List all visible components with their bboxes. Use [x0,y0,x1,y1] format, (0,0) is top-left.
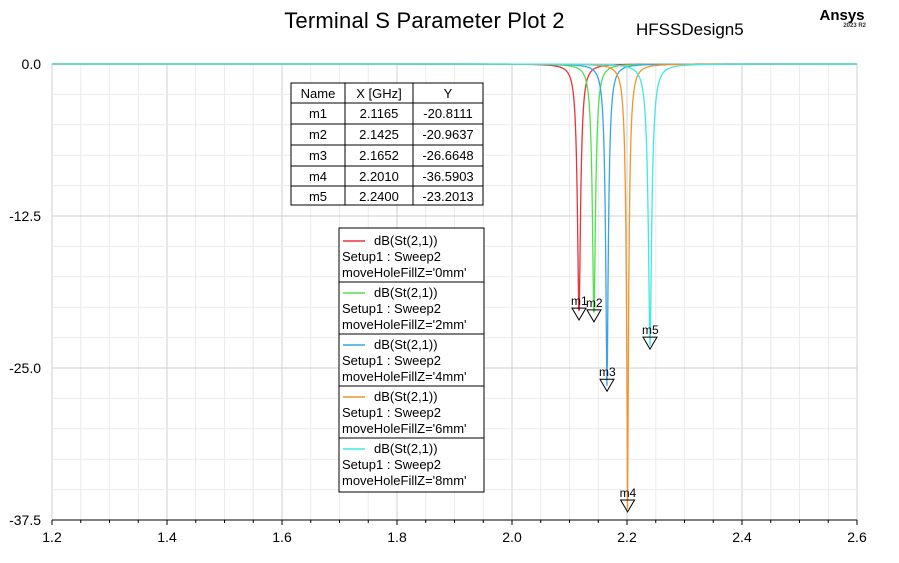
marker-table-cell: -23.2013 [422,189,473,204]
marker-m4-label: m4 [620,486,637,500]
marker-table-cell: m1 [309,106,327,121]
legend-param: moveHoleFillZ='6mm' [342,421,467,436]
legend-series-name: dB(St(2,1)) [374,389,438,404]
marker-table-cell: -36.5903 [422,169,473,184]
x-tick-label: 2.4 [732,529,752,545]
ansys-logo: Ansys 2023 R2 [812,7,872,29]
brand-name: Ansys [819,7,865,24]
legend-param: moveHoleFillZ='2mm' [342,317,467,332]
chart-title: Terminal S Parameter Plot 2 [0,8,899,34]
marker-table-header: Name [301,86,336,101]
marker-m1-triangle [571,307,587,322]
legend-series-name: dB(St(2,1)) [374,441,438,456]
legend-param: moveHoleFillZ='4mm' [342,369,467,384]
curves [52,63,857,509]
legend-series-name: dB(St(2,1)) [374,337,438,352]
legend-series-name: dB(St(2,1)) [374,233,438,248]
marker-m2-triangle [586,309,602,323]
legend-series-name: dB(St(2,1)) [374,285,438,300]
x-tick-label: 2.0 [502,529,522,545]
marker-m1-label: m1 [571,294,588,308]
legend-setup: Setup1 : Sweep2 [342,457,441,472]
chart-title-text: Terminal S Parameter Plot 2 [284,8,565,33]
marker-table-cell: 2.2400 [359,189,399,204]
y-tick-label: -25.0 [9,360,41,376]
marker-table-cell: m2 [309,127,327,142]
brand-version: 2023 R2 [843,23,866,29]
axes: 1.2 1.4 1.6 1.8 2.0 2.2 2.4 2.6 0.0 -12.5 -25.0 -37… [9,56,867,545]
x-tick-label: 2.2 [617,529,637,545]
legend-setup: Setup1 : Sweep2 [342,405,441,420]
marker-table-cell: -26.6648 [422,148,473,163]
x-tick-label: 1.6 [272,529,292,545]
marker-table-cell: -20.8111 [423,106,472,121]
x-tick-label: 1.2 [42,529,62,545]
legend-param: moveHoleFillZ='8mm' [342,473,467,488]
y-tick-label: -12.5 [9,208,41,224]
x-tick-label: 1.4 [157,529,177,545]
marker-m3-triangle [599,378,615,393]
legend-setup: Setup1 : Sweep2 [342,249,441,264]
legend-setup: Setup1 : Sweep2 [342,353,441,368]
marker-table-cell: m4 [309,169,327,184]
marker-m3-label: m3 [599,365,616,379]
marker-table-cell: m5 [309,189,327,204]
legend-frame [338,227,485,493]
marker-m4-triangle [619,499,636,513]
y-tick-label: -37.5 [9,512,41,528]
marker-table[interactable]: Name X [GHz] Ym1 2.1165 -20.8111 m2 2.1425 -20.… [290,82,484,206]
design-name: HFSSDesign5 [636,20,744,39]
marker-m5-label: m5 [642,323,659,337]
grid [51,63,858,521]
series-line-4 [52,63,857,347]
marker-m2-label: m2 [586,296,603,310]
x-tick-label: 1.8 [387,529,407,545]
marker-table-cell: 2.1165 [360,106,399,121]
y-tick-label: 0.0 [22,56,42,72]
marker-table-cell: 2.1652 [359,148,399,163]
marker-table-cell: 2.2010 [359,169,399,184]
marker-table-header: Y [444,86,453,101]
marker-table-cell: m3 [309,148,327,163]
legend[interactable]: dB(St(2,1))Setup1 : Sweep2moveHoleFillZ=… [338,227,485,493]
marker-table-cell: 2.1425 [359,127,399,142]
legend-param: moveHoleFillZ='0mm' [342,265,467,280]
marker-m5-triangle [642,336,658,351]
legend-setup: Setup1 : Sweep2 [342,301,441,316]
marker-table-header: X [GHz] [356,86,402,101]
x-tick-label: 2.6 [847,529,867,545]
marker-table-frame [290,82,484,206]
marker-table-cell: -20.9637 [422,127,473,142]
